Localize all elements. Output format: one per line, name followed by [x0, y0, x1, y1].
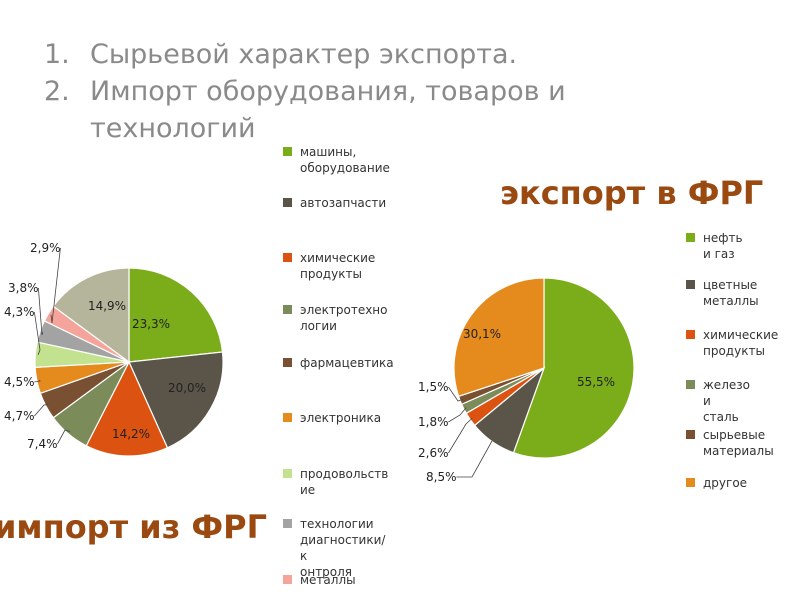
bullet-number: 1.	[44, 39, 70, 70]
leader-line	[456, 440, 493, 478]
legend-label: продовольств ие	[300, 467, 389, 497]
legend-label: фармацевтика	[300, 356, 394, 370]
pie-slice	[465, 367, 545, 427]
legend-item: металлы	[283, 572, 356, 588]
legend-item: сырьевые материалы	[686, 427, 774, 459]
pie-slice	[457, 367, 545, 406]
legend-swatch	[283, 413, 292, 422]
leader-line	[38, 287, 44, 336]
legend-swatch	[283, 575, 292, 584]
legend-item: машины, оборудование	[283, 144, 390, 176]
legend-swatch	[283, 358, 292, 367]
data-label: 23,3%	[132, 317, 170, 331]
data-label: 4,3%	[4, 305, 35, 319]
legend-swatch	[283, 253, 292, 262]
pie-slice	[128, 351, 224, 449]
legend-swatch	[283, 519, 292, 528]
data-label: 1,5%	[418, 380, 449, 394]
legend-item: автозапчасти	[283, 195, 386, 211]
bullet-text: Сырьевой характер экспорта.	[90, 39, 518, 70]
data-label: 14,2%	[112, 427, 150, 441]
legend-swatch	[686, 478, 695, 487]
legend-item: фармацевтика	[283, 355, 394, 371]
legend-item: цветные металлы	[686, 277, 759, 309]
legend-swatch	[686, 280, 695, 289]
pie-slice	[52, 361, 130, 447]
leader-line	[34, 404, 49, 417]
pie-slice	[36, 320, 130, 363]
leader-line	[34, 379, 41, 383]
leader-line	[57, 429, 71, 445]
data-label: 2,6%	[418, 446, 449, 460]
legend-item: электротехно логии	[283, 302, 388, 334]
legend-item: химические продукты	[283, 250, 375, 282]
legend-swatch	[686, 430, 695, 439]
legend-swatch	[283, 147, 292, 156]
pie-slice	[512, 277, 635, 459]
data-label: 30,1%	[463, 327, 501, 341]
bullet-item-1: 1. Сырьевой характер экспорта.	[44, 36, 566, 73]
data-label: 4,7%	[4, 409, 35, 423]
export-chart-title: экспорт в ФРГ	[500, 174, 764, 212]
pie-slice	[85, 360, 169, 457]
legend-item: другое	[686, 475, 747, 491]
pie-slice	[128, 267, 224, 363]
legend-swatch	[283, 305, 292, 314]
data-label: 3,8%	[8, 281, 39, 295]
data-label: 20,0%	[168, 381, 206, 395]
data-label: 8,5%	[426, 470, 457, 484]
leader-line	[448, 386, 463, 402]
legend-swatch	[686, 330, 695, 339]
legend-label: нефть и газ	[703, 231, 743, 261]
legend-label: машины, оборудование	[300, 145, 390, 175]
pie-slice	[453, 277, 545, 398]
leader-line	[50, 247, 61, 324]
legend-label: сырьевые материалы	[703, 428, 774, 458]
legend-item: электроника	[283, 410, 381, 426]
pie-slice	[39, 361, 130, 419]
data-label: 55,5%	[577, 375, 615, 389]
legend-label: химические продукты	[300, 251, 376, 281]
legend-swatch	[283, 469, 292, 478]
legend-label: металлы	[300, 573, 356, 587]
legend-item: химические продукты	[686, 327, 778, 359]
legend-label: технологии диагностики/к онтроля	[300, 517, 386, 579]
leader-line	[34, 311, 41, 355]
legend-item: железо и сталь	[686, 377, 750, 425]
pie-slice	[52, 267, 130, 364]
legend-label: цветные металлы	[703, 278, 759, 308]
data-label: 7,4%	[27, 437, 58, 451]
data-label: 2,9%	[30, 241, 61, 255]
legend-label: другое	[703, 476, 748, 490]
pie-slice	[460, 367, 545, 415]
legend-label: химические продукты	[703, 328, 779, 358]
legend-label: автозапчасти	[300, 196, 387, 210]
legend-label: железо и сталь	[703, 378, 750, 424]
legend-item: нефть и газ	[686, 230, 743, 262]
legend-label: электроника	[300, 411, 382, 425]
legend-swatch	[686, 380, 695, 389]
import-chart-title: импорт из ФРГ	[0, 508, 267, 546]
data-label: 1,8%	[418, 415, 449, 429]
legend-item: технологии диагностики/к онтроля	[283, 516, 385, 580]
bullet-text: Импорт оборудования, товаров и технологи…	[90, 76, 566, 144]
data-label: 4,5%	[4, 375, 35, 389]
legend-swatch	[283, 198, 292, 207]
leader-line	[448, 407, 467, 423]
legend-swatch	[686, 233, 695, 242]
pie-slice	[34, 361, 130, 395]
leader-line	[448, 417, 473, 454]
bullet-number: 2.	[44, 76, 70, 107]
bullet-item-2: 2. Импорт оборудования, товаров и технол…	[44, 73, 566, 147]
data-label: 14,9%	[88, 299, 126, 313]
pie-slice	[43, 305, 130, 363]
bullet-list: 1. Сырьевой характер экспорта. 2. Импорт…	[44, 36, 566, 147]
pie-slice	[34, 341, 130, 368]
legend-item: продовольств ие	[283, 466, 388, 498]
pie-slice	[473, 366, 546, 454]
legend-label: электротехно логии	[300, 303, 388, 333]
